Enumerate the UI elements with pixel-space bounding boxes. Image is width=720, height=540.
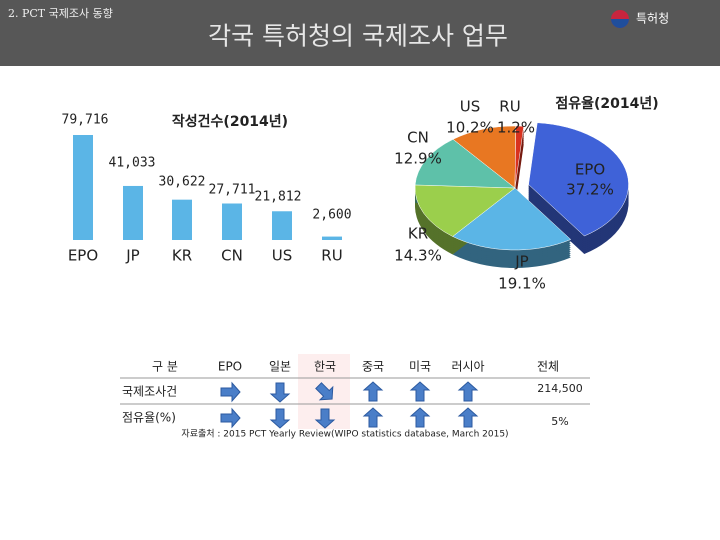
table-header: 러시아 — [451, 360, 484, 374]
table-header: EPO — [218, 360, 242, 374]
value-label: 21,812 — [255, 190, 302, 205]
value-label: 41,033 — [109, 156, 156, 171]
section-label: 2. PCT 국제조사 동향 — [8, 7, 113, 20]
header-bar — [0, 0, 720, 66]
x-tick-label: RU — [321, 247, 342, 265]
trend-arrow — [220, 381, 241, 403]
trend-arrow — [457, 407, 479, 428]
value-label: 2,600 — [312, 208, 351, 223]
chart-title: 점유율(2014년) — [555, 95, 658, 112]
slice-label: RU — [499, 98, 520, 116]
trend-arrow — [315, 382, 334, 401]
slice — [414, 184, 516, 237]
slice-value-label: 10.2% — [446, 119, 494, 137]
x-tick-label: US — [272, 247, 293, 265]
slide-title: 각국 특허청의 국제조사 업무 — [208, 22, 508, 51]
table-header: 일본 — [269, 360, 291, 374]
trend-arrow — [269, 408, 291, 429]
trend-arrow — [362, 407, 384, 428]
bar — [322, 236, 342, 240]
slice-label: JP — [514, 253, 528, 271]
trend-arrow — [457, 381, 479, 402]
bar — [272, 211, 292, 240]
trend-arrow — [220, 407, 241, 429]
trend-arrow — [314, 408, 336, 429]
slice — [414, 139, 516, 189]
value-label: 27,711 — [209, 183, 256, 198]
table-header: 전체 — [537, 360, 559, 374]
row-total: 214,500 — [537, 382, 583, 395]
trend-arrow — [409, 407, 431, 428]
table-header: 중국 — [362, 360, 384, 374]
trend-arrow — [409, 381, 431, 402]
value-label: 79,716 — [62, 113, 109, 128]
value-label: 30,622 — [159, 175, 206, 190]
table-header: 미국 — [409, 360, 431, 374]
slice-label: EPO — [575, 161, 605, 179]
slice-value-label: 19.1% — [498, 275, 546, 293]
slice-label: CN — [407, 129, 429, 147]
trend-arrow — [362, 381, 384, 402]
row-label: 국제조사건 — [122, 385, 177, 399]
slice-value-label: 1.2% — [497, 119, 535, 137]
slice-value-label: 14.3% — [394, 247, 442, 265]
bar — [222, 203, 242, 240]
slice — [528, 122, 629, 237]
slice — [514, 125, 525, 189]
bar — [123, 185, 143, 240]
logo-mark — [611, 19, 629, 28]
x-tick-label: KR — [172, 247, 192, 265]
x-tick-label: CN — [221, 247, 243, 265]
row-total: 5% — [551, 415, 568, 428]
chart-title: 작성건수(2014년) — [172, 113, 288, 130]
slice-value-label: 12.9% — [394, 150, 442, 168]
table-header: 구 분 — [152, 360, 178, 374]
logo-text: 특허청 — [636, 12, 669, 26]
slice — [452, 125, 517, 189]
slice — [452, 187, 572, 251]
bar — [73, 135, 93, 240]
row-label: 점유율(%) — [122, 411, 176, 425]
source-note: 자료출처 : 2015 PCT Yearly Review(WIPO stati… — [181, 428, 508, 440]
slice-label: US — [460, 98, 481, 116]
x-tick-label: EPO — [68, 247, 98, 265]
slice-label: KR — [408, 225, 428, 243]
bar — [172, 199, 192, 240]
x-tick-label: JP — [125, 247, 139, 265]
trend-arrow — [269, 382, 291, 403]
table-header: 한국 — [314, 360, 336, 374]
slice-value-label: 37.2% — [566, 181, 614, 199]
